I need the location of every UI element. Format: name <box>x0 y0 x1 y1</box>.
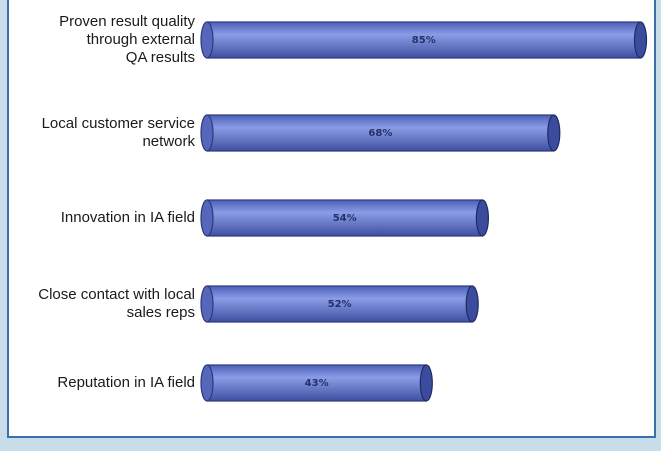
value-label: 43% <box>305 378 329 389</box>
value-label: 68% <box>368 128 392 139</box>
bar-cap-left <box>200 364 214 402</box>
bar <box>200 114 561 152</box>
category-label: Local customer service <box>42 115 195 132</box>
bar-body <box>206 21 642 59</box>
category-label: Reputation in IA field <box>57 374 195 391</box>
bar <box>200 21 648 59</box>
bar-cap-right <box>419 364 433 402</box>
bar-cap-left <box>200 21 214 59</box>
bar-cap-left <box>200 199 214 237</box>
value-label: 54% <box>333 213 357 224</box>
bar-cap-right <box>465 285 479 323</box>
category-label: Innovation in IA field <box>61 209 195 226</box>
bar-cap-right <box>475 199 489 237</box>
bar <box>200 364 433 402</box>
bar-cap-left <box>200 114 214 152</box>
category-label: sales reps <box>127 304 195 321</box>
category-label: Proven result quality <box>59 13 195 30</box>
bar-cap-left <box>200 285 214 323</box>
value-label: 52% <box>328 299 352 310</box>
category-label: through external <box>87 31 195 48</box>
bar <box>200 285 479 323</box>
bar-body <box>206 285 473 323</box>
bar-cap-right <box>633 21 648 59</box>
bar-body <box>206 364 427 402</box>
bar-cap-right <box>547 114 561 152</box>
category-label: QA results <box>126 49 195 66</box>
category-label: network <box>142 133 195 150</box>
value-label: 85% <box>412 35 436 46</box>
bar-body <box>206 199 483 237</box>
category-label: Close contact with local <box>38 286 195 303</box>
bar <box>200 199 489 237</box>
